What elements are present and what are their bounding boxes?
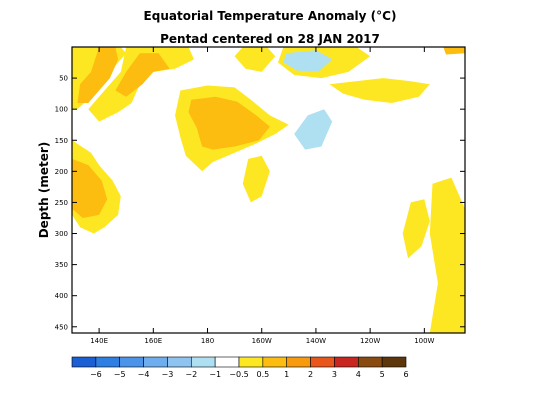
legend-swatch-8 <box>262 356 288 368</box>
plot-frame <box>71 46 466 334</box>
anomaly-regions <box>72 47 465 333</box>
legend-label-5: −1 <box>209 370 221 379</box>
legend-swatch-2 <box>119 356 144 368</box>
y-tick-label-0: 50 <box>59 75 68 83</box>
x-tick-label-6: 100W <box>414 337 434 345</box>
legend-label-2: −4 <box>138 370 150 379</box>
anomaly-region-10 <box>283 50 333 72</box>
legend-label-11: 4 <box>356 370 361 379</box>
legend-swatch-4 <box>167 356 192 368</box>
legend-swatch-0 <box>71 356 97 368</box>
legend-label-6: −0.5 <box>229 370 248 379</box>
legend-label-10: 3 <box>332 370 337 379</box>
legend-label-13: 6 <box>403 370 408 379</box>
chart-title: Equatorial Temperature Anomaly (°C) <box>144 9 397 23</box>
legend-swatch-3 <box>143 356 168 368</box>
anomaly-region-11 <box>294 109 333 150</box>
x-tick-label-3: 160W <box>252 337 272 345</box>
anomaly-region-1 <box>88 47 194 122</box>
x-tick-label-0: 140E <box>90 337 108 345</box>
anomaly-region-7 <box>188 96 270 150</box>
anomaly-region-8 <box>234 47 276 72</box>
legend-swatch-1 <box>95 356 121 368</box>
legend-swatch-5 <box>190 356 216 368</box>
legend-label-0: −6 <box>90 370 102 379</box>
y-tick-label-6: 350 <box>55 261 68 269</box>
y-tick-label-7: 400 <box>55 292 68 300</box>
anomaly-region-3 <box>115 53 170 97</box>
legend-label-8: 1 <box>284 370 289 379</box>
legend-label-4: −2 <box>185 370 197 379</box>
anomaly-region-13 <box>242 155 270 203</box>
anomaly-region-14 <box>402 199 430 259</box>
y-tick-label-1: 100 <box>55 106 68 114</box>
legend-swatch-6 <box>214 356 240 368</box>
anomaly-region-15 <box>429 177 465 333</box>
anomaly-region-12 <box>329 78 430 103</box>
legend-label-3: −3 <box>162 370 174 379</box>
y-axis-label: Depth (meter) <box>37 142 51 239</box>
x-tick-label-2: 180 <box>201 337 214 345</box>
anomaly-region-16 <box>443 47 465 55</box>
y-tick-label-5: 300 <box>55 230 68 238</box>
color-legend: −6 −5 −4 −3 −2 −1 −0.5 0.5 1 2 3 4 5 6 <box>71 356 409 379</box>
legend-swatch-7 <box>238 356 264 368</box>
y-tick-label-4: 250 <box>55 199 68 207</box>
legend-label-7: 0.5 <box>256 370 269 379</box>
anomaly-region-2 <box>77 47 119 103</box>
x-tick-label-5: 120W <box>360 337 380 345</box>
x-tick-label-1: 160E <box>144 337 162 345</box>
legend-swatch-13 <box>381 356 407 368</box>
legend-swatch-10 <box>310 356 335 368</box>
legend-swatch-9 <box>286 356 311 368</box>
legend-label-1: −5 <box>114 370 126 379</box>
legend-swatch-11 <box>334 356 359 368</box>
legend-label-9: 2 <box>308 370 313 379</box>
legend-label-12: 5 <box>380 370 385 379</box>
chart-subtitle: Pentad centered on 28 JAN 2017 <box>160 32 380 46</box>
y-tick-label-8: 450 <box>55 323 68 331</box>
y-tick-label-3: 200 <box>55 168 68 176</box>
anomaly-region-5 <box>72 158 108 218</box>
x-tick-label-4: 140W <box>306 337 326 345</box>
legend-swatch-12 <box>357 356 383 368</box>
axis-ticks: 140E 160E 180 160W 140W 120W 100W 50 100 150 200 25… <box>55 47 465 345</box>
y-tick-label-2: 150 <box>55 137 68 145</box>
